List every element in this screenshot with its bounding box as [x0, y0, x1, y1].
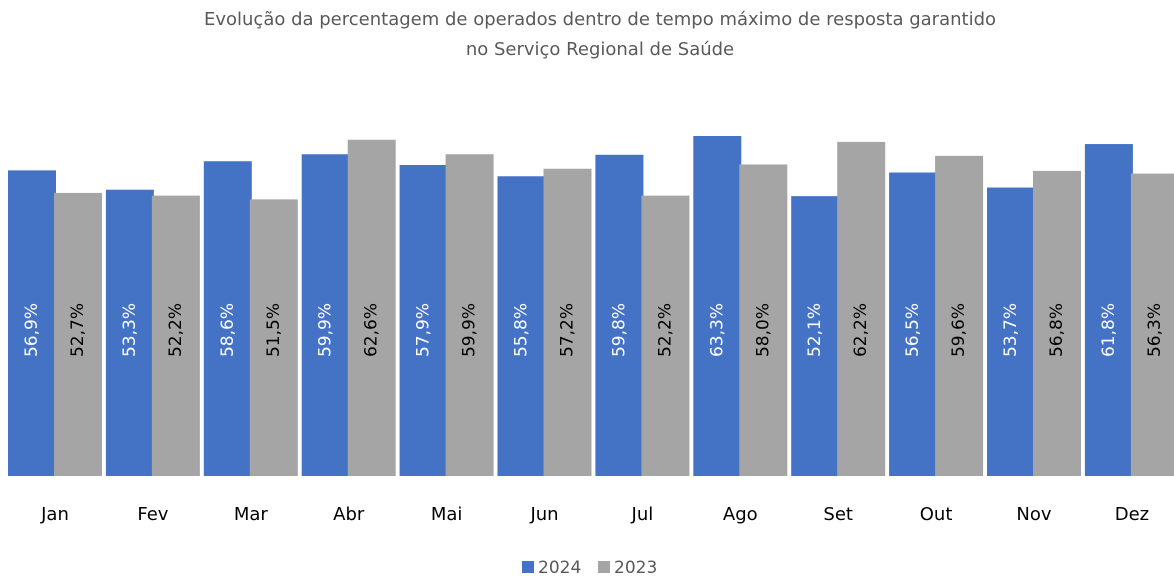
- data-label: 59,6%: [949, 303, 969, 357]
- data-label: 53,3%: [120, 303, 140, 357]
- legend-swatch: [522, 561, 534, 573]
- bar: [497, 176, 546, 476]
- bar: [641, 195, 690, 476]
- data-label: 58,6%: [218, 303, 238, 357]
- data-label: 56,5%: [903, 303, 923, 357]
- data-label: 52,2%: [166, 303, 186, 357]
- bar: [543, 168, 592, 477]
- x-tick-label: Jul: [631, 504, 654, 525]
- data-label: 57,2%: [558, 303, 578, 357]
- bar: [837, 141, 886, 476]
- bar: [595, 154, 644, 476]
- data-label: 55,8%: [512, 303, 532, 357]
- data-label: 51,5%: [264, 303, 284, 357]
- x-tick-label: Jun: [529, 504, 558, 525]
- x-tick-label: Abr: [333, 504, 365, 525]
- bar: [8, 170, 56, 476]
- legend-label: 2023: [614, 558, 657, 578]
- bar: [54, 192, 102, 476]
- x-tick-label: Set: [823, 504, 853, 525]
- x-tick-label: Fev: [137, 504, 168, 525]
- data-label: 52,1%: [805, 303, 825, 357]
- data-label: 62,2%: [851, 303, 871, 357]
- data-label: 59,9%: [460, 303, 480, 357]
- data-label: 56,8%: [1047, 303, 1067, 357]
- legend-swatch: [598, 561, 610, 573]
- x-tick-label: Jan: [40, 504, 69, 525]
- x-tick-label: Mai: [431, 504, 463, 525]
- data-label: 52,2%: [655, 303, 675, 357]
- data-label: 58,0%: [753, 303, 773, 357]
- bar: [693, 135, 742, 476]
- bar: [445, 154, 494, 476]
- x-tick-label: Ago: [723, 504, 758, 525]
- legend-label: 2024: [538, 558, 581, 578]
- bar: [1033, 170, 1081, 476]
- bar: [987, 187, 1035, 476]
- data-label: 59,9%: [316, 303, 336, 357]
- data-label: 56,3%: [1145, 303, 1165, 357]
- x-tick-label: Mar: [234, 504, 269, 525]
- x-tick-label: Nov: [1016, 504, 1051, 525]
- bar: [791, 196, 840, 477]
- data-label: 61,8%: [1099, 303, 1119, 357]
- chart-title: no Serviço Regional de Saúde: [466, 39, 734, 60]
- bar: [935, 155, 984, 476]
- data-label: 57,9%: [414, 303, 434, 357]
- x-tick-label: Dez: [1115, 504, 1149, 525]
- bar: [301, 154, 350, 476]
- x-tick-label: Out: [920, 504, 953, 525]
- bar: [347, 139, 396, 476]
- data-label: 59,8%: [609, 303, 629, 357]
- bar: [1084, 144, 1133, 476]
- bar: [889, 172, 938, 476]
- data-label: 62,6%: [362, 303, 382, 357]
- bar: [249, 199, 298, 476]
- data-label: 52,7%: [68, 303, 88, 357]
- data-label: 53,7%: [1001, 303, 1021, 357]
- bar: [105, 189, 154, 476]
- data-label: 56,9%: [22, 303, 42, 357]
- bar: [151, 195, 200, 476]
- bar: [203, 161, 252, 476]
- bar: [1130, 173, 1174, 477]
- bar: [739, 164, 788, 476]
- data-label: 63,3%: [707, 303, 727, 357]
- chart-title: Evolução da percentagem de operados dent…: [204, 9, 996, 30]
- bar: [399, 164, 448, 476]
